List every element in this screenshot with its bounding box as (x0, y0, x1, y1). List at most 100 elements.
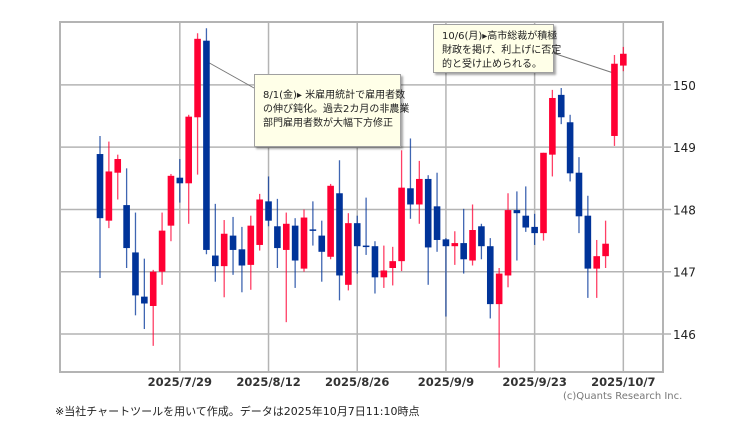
candle (141, 258, 148, 330)
candle-body (620, 53, 627, 66)
candle (424, 175, 432, 285)
candle-body (407, 188, 414, 205)
candle (575, 157, 583, 234)
candle-body (398, 187, 405, 262)
candle-body (149, 271, 157, 306)
candle-body (132, 252, 139, 296)
candle-body (424, 178, 432, 248)
candle-body (114, 159, 122, 173)
candle (291, 218, 299, 288)
x-tick-label: 2025/9/9 (418, 375, 474, 389)
candle (318, 220, 326, 282)
candle-body (371, 246, 379, 278)
y-tick-label: 148 (673, 203, 696, 217)
candle (611, 55, 618, 146)
candle (158, 212, 166, 285)
candle-body (123, 205, 130, 249)
candle (504, 193, 512, 288)
annotation-leader (209, 62, 255, 89)
candle (167, 173, 175, 242)
candle-body (593, 256, 601, 269)
candle-body (380, 270, 388, 278)
copyright: (c)Quants Research Inc. (563, 391, 683, 402)
candle (442, 238, 450, 317)
candle-body (158, 230, 166, 272)
candle-body (513, 210, 521, 214)
candle-body (433, 206, 441, 240)
candle-body (495, 273, 503, 305)
candle-body (141, 296, 148, 304)
candle-body (451, 243, 459, 247)
candle (602, 220, 609, 268)
candle (282, 212, 290, 323)
candle (451, 231, 459, 265)
candles (96, 28, 627, 368)
candle-body (486, 246, 494, 305)
candle-body (460, 243, 467, 260)
candle-body (362, 245, 370, 248)
candle-body (96, 154, 104, 219)
candle-body (469, 230, 476, 261)
candle (469, 204, 476, 266)
y-tick-label: 149 (673, 141, 696, 155)
candle-body (229, 235, 237, 250)
candle-body (531, 226, 538, 234)
annotation-line: 財政を掲げ、利上げに否定 (442, 45, 562, 56)
candle (123, 168, 130, 268)
candle (486, 238, 494, 319)
candle-body (105, 171, 113, 221)
candle (416, 160, 423, 224)
candle (620, 46, 627, 72)
candle (132, 212, 139, 316)
candle (407, 138, 414, 219)
candle (327, 183, 334, 260)
annotation-box-aug1: 8/1(金)▸ 米雇用統計で雇用者数 の伸び鈍化。過去2カ月の非農業 部門雇用者… (254, 74, 410, 147)
candle (96, 135, 104, 278)
candle-body (416, 178, 423, 205)
candle-body (353, 223, 361, 247)
y-tick-label: 150 (673, 79, 696, 93)
y-tick-label: 146 (673, 328, 696, 342)
annotation-line: の伸び鈍化。過去2カ月の非農業 (263, 104, 410, 115)
candle (557, 88, 565, 125)
candle-body (345, 223, 352, 285)
candle (531, 213, 538, 245)
candle (300, 209, 308, 272)
candle (380, 245, 388, 288)
candle-body (584, 215, 592, 269)
candle (566, 114, 574, 182)
candle (194, 33, 201, 175)
candle (114, 154, 122, 200)
candle-body (575, 172, 583, 217)
candle (247, 215, 255, 290)
candle-body (167, 175, 175, 226)
candle (149, 269, 157, 346)
candle (353, 215, 361, 274)
candle (265, 176, 272, 227)
candle (495, 267, 503, 368)
candle-body (185, 116, 192, 184)
annotation-line: 部門雇用者数が大幅下方修正 (263, 118, 393, 129)
candle (593, 239, 601, 298)
y-tick-label: 147 (673, 266, 696, 280)
candle-body (291, 225, 299, 261)
footer-note: ※当社チャートツールを用いて作成。データは2025年10月7日11:10時点 (55, 405, 420, 418)
candle-body (238, 249, 246, 266)
candle-body (203, 40, 210, 250)
candle-body (522, 215, 530, 228)
candle (345, 213, 352, 291)
candle-body (389, 261, 397, 268)
annotation-leader (552, 52, 614, 74)
candle (433, 172, 441, 252)
candle (549, 89, 556, 177)
candle-body (442, 239, 450, 247)
candle (371, 241, 379, 294)
candle (220, 220, 228, 298)
annotation-box-oct6: 10/6(月)▸高市総裁が積極 財政を掲げ、利上げに否定 的と受け止められる。 (433, 24, 562, 73)
candle-body (318, 235, 326, 252)
candle (398, 150, 405, 272)
candle-body (540, 152, 547, 234)
candle-body (212, 255, 219, 267)
candle (478, 223, 485, 260)
candle-body (274, 226, 281, 249)
